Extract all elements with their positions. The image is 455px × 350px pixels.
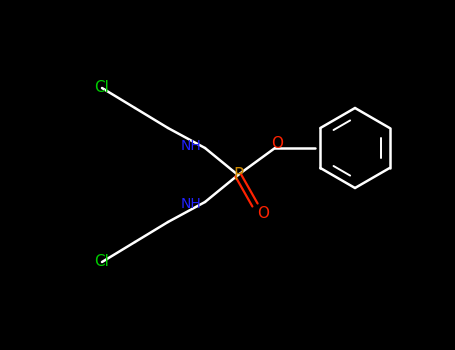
Text: O: O: [257, 205, 269, 220]
Text: Cl: Cl: [95, 80, 110, 96]
Text: O: O: [271, 135, 283, 150]
Text: Cl: Cl: [95, 254, 110, 270]
Text: NH: NH: [180, 197, 201, 211]
Text: NH: NH: [180, 139, 201, 153]
Text: P: P: [233, 166, 243, 184]
